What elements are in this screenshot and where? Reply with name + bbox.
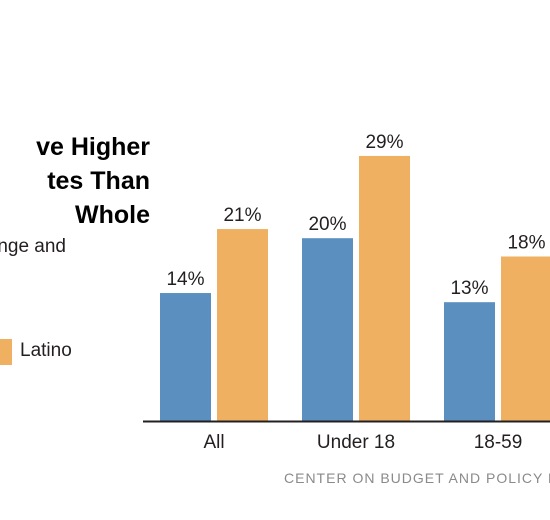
chart-subtitle: nge and — [0, 236, 66, 257]
bar-18-59-series-1 — [444, 302, 495, 421]
data-label-18-59-series-2: 18% — [507, 232, 545, 253]
x-tick-label-under-18: Under 18 — [317, 432, 395, 453]
data-label-all-series-2: 21% — [223, 205, 261, 226]
data-label-under-18-series-2: 29% — [365, 132, 403, 153]
bar-under-18-series-1 — [302, 238, 353, 421]
bar-all-series-1 — [160, 293, 211, 421]
bar-18-59-series-2 — [501, 256, 550, 421]
chart-title-line-2: tes Than — [47, 167, 150, 195]
bar-all-series-2 — [217, 229, 268, 421]
x-tick-label-18-59: 18-59 — [474, 432, 523, 453]
x-tick-label-all: All — [203, 432, 224, 453]
legend-label-latino: Latino — [20, 340, 72, 361]
source-note: CENTER ON BUDGET AND POLICY P — [284, 470, 550, 486]
chart-title-line-3: Whole — [75, 201, 150, 229]
data-label-18-59-series-1: 13% — [450, 278, 488, 299]
data-label-all-series-1: 14% — [166, 269, 204, 290]
chart-title-line-1: ve Higher — [36, 133, 150, 161]
data-label-under-18-series-1: 20% — [308, 214, 346, 235]
legend-swatch-latino — [0, 339, 12, 365]
bar-under-18-series-2 — [359, 155, 410, 421]
